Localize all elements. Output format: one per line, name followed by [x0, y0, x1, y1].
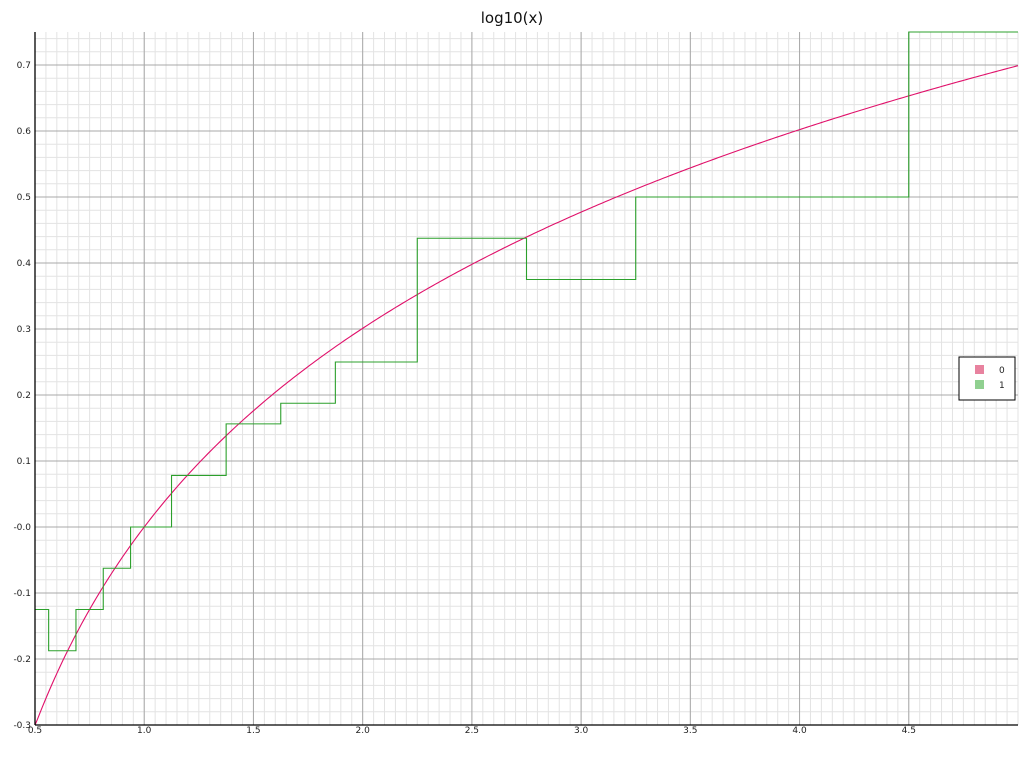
x-tick-label: 3.5	[683, 726, 697, 736]
y-tick-label: 0.2	[17, 391, 31, 401]
y-tick-label: 0.3	[17, 325, 31, 335]
y-tick-label: 0.7	[17, 61, 31, 71]
y-tick-label: 0.5	[17, 193, 31, 203]
x-tick-label: 3.0	[574, 726, 589, 736]
axes	[34, 32, 1018, 726]
y-tick-label: 0.1	[17, 457, 31, 467]
y-tick-label: -0.1	[13, 589, 31, 599]
legend-label-0: 0	[999, 366, 1005, 376]
x-tick-label: 4.0	[792, 726, 807, 736]
y-tick-label: 0.4	[17, 259, 32, 269]
series-layer	[34, 31, 1019, 726]
series-1-line	[35, 31, 1018, 652]
tick-labels: 0.5 1.0 1.5 2.0 2.5 3.0 3.5 4.0 4.5 -0.3 -0.2 -0.1 -…	[13, 61, 916, 736]
x-tick-label: 2.0	[356, 726, 371, 736]
x-tick-label: 0.5	[28, 726, 42, 736]
series-0-line	[34, 65, 1019, 726]
legend-swatch-0	[975, 365, 984, 374]
x-tick-label: 1.5	[246, 726, 260, 736]
legend: 01	[958, 356, 1016, 401]
x-tick-label: 4.5	[902, 726, 916, 736]
y-tick-label: -0.3	[13, 721, 31, 731]
legend-swatch-1	[975, 380, 984, 389]
legend-box	[958, 356, 1016, 401]
y-tick-label: -0.2	[13, 655, 31, 665]
chart-title: log10(x)	[481, 9, 544, 27]
y-tick-label: 0.6	[17, 127, 32, 137]
y-tick-label: -0.0	[13, 523, 31, 533]
x-tick-label: 2.5	[465, 726, 479, 736]
legend-label-1: 1	[999, 381, 1005, 391]
x-tick-label: 1.0	[137, 726, 152, 736]
